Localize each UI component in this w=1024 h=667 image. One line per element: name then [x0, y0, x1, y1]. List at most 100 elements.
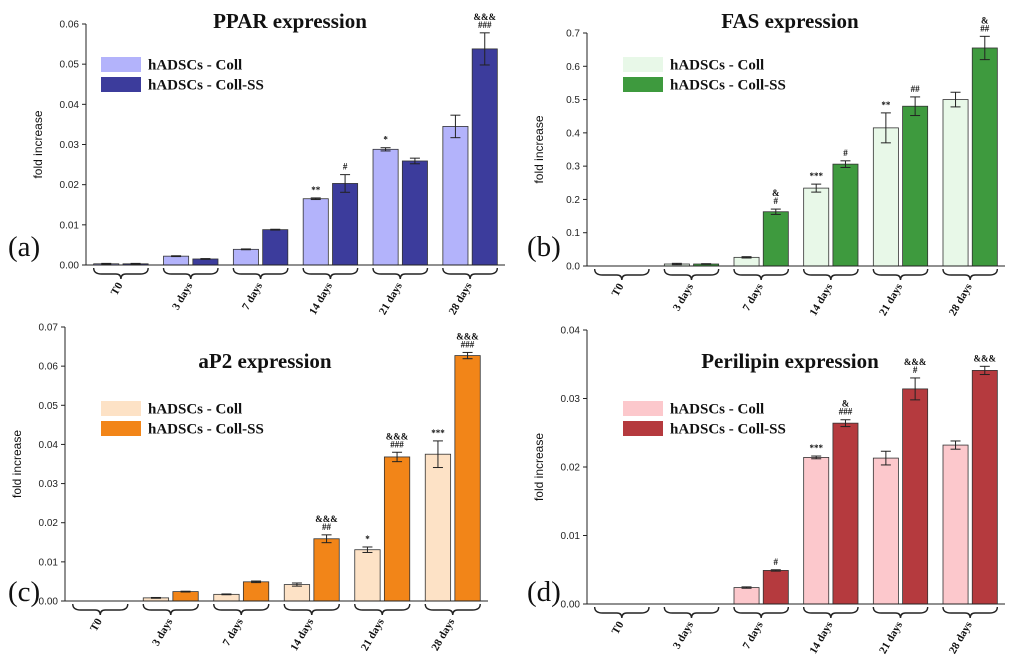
y-tick-label: 0.04 [60, 100, 80, 111]
y-tick-label: 0.7 [566, 29, 580, 40]
chart-title: Perilipin expression [701, 349, 879, 373]
y-tick-label: 0.06 [60, 20, 80, 31]
y-tick-label: 0.02 [60, 180, 80, 191]
panel-label: (b) [527, 231, 561, 263]
legend-label: hADSCs - Coll-SS [670, 422, 786, 438]
significance-label: &&& [974, 353, 997, 363]
x-tick-label: 7 days [741, 281, 767, 313]
x-tick-label: 14 days [307, 280, 335, 317]
panel-label: (c) [8, 576, 40, 608]
bar [971, 370, 998, 605]
bar [733, 256, 760, 267]
significance-label: ## [980, 23, 990, 33]
category-bracket [802, 268, 859, 281]
category-bracket [872, 606, 929, 619]
category-bracket [354, 603, 411, 616]
y-axis-label: fold increase [10, 430, 24, 498]
category-bracket [872, 268, 929, 281]
significance-label: &&& [315, 514, 338, 524]
x-tick-label: 21 days [359, 616, 387, 653]
category-bracket [942, 606, 999, 619]
bar [442, 126, 469, 266]
legend-swatch [101, 77, 141, 92]
x-tick-label: T0 [610, 619, 627, 637]
legend-swatch [623, 57, 663, 72]
category-bracket [733, 606, 790, 619]
bar [803, 187, 830, 267]
chart-title: PPAR expression [213, 9, 367, 33]
x-tick-label: T0 [610, 281, 627, 299]
y-tick-label: 0.04 [561, 326, 581, 337]
x-tick-label: 14 days [807, 281, 835, 318]
category-bracket [232, 267, 289, 280]
bar [163, 255, 190, 266]
significance-label: &&& [456, 331, 479, 341]
y-tick-label: 0.0 [566, 262, 580, 273]
x-tick-label: T0 [88, 616, 105, 634]
x-tick-label: 7 days [221, 616, 247, 648]
chart-title: FAS expression [721, 9, 859, 33]
bar [942, 444, 969, 605]
significance-label: *** [809, 443, 823, 453]
y-axis-label: fold increase [532, 433, 546, 501]
category-bracket [372, 267, 429, 280]
panel-label: (a) [8, 231, 40, 263]
category-bracket [72, 603, 129, 616]
x-tick-label: 28 days [429, 616, 457, 653]
y-tick-label: 0.00 [561, 600, 581, 611]
y-tick-label: 0.4 [566, 128, 580, 139]
y-tick-label: 0.03 [39, 479, 59, 490]
significance-label: ### [390, 439, 404, 449]
y-tick-label: 0.07 [39, 323, 59, 334]
significance-label: # [843, 148, 848, 158]
bar [942, 99, 969, 267]
y-tick-label: 0.05 [60, 60, 80, 71]
significance-label: # [774, 557, 779, 567]
significance-label: * [365, 534, 370, 544]
bar [902, 105, 929, 267]
category-bracket [302, 267, 359, 280]
legend-swatch [623, 421, 663, 436]
significance-label: * [383, 135, 388, 145]
category-bracket [593, 268, 650, 281]
y-axis-label: fold increase [31, 110, 45, 178]
y-tick-label: 0.1 [566, 228, 580, 239]
bar [262, 229, 289, 266]
significance-label: ## [911, 84, 921, 94]
bar [762, 570, 789, 605]
bar [192, 258, 219, 266]
category-bracket [283, 603, 340, 616]
bar [372, 148, 399, 266]
category-bracket [663, 268, 720, 281]
bar [471, 48, 498, 266]
y-tick-label: 0.01 [561, 531, 581, 542]
x-tick-label: 7 days [741, 619, 767, 651]
y-tick-label: 0.03 [561, 394, 581, 405]
category-bracket [162, 267, 219, 280]
legend-label: hADSCs - Coll [670, 402, 764, 418]
bar [832, 422, 859, 605]
legend-label: hADSCs - Coll [670, 58, 764, 74]
bar [902, 388, 929, 605]
x-tick-label: 3 days [671, 281, 697, 313]
legend-swatch [623, 77, 663, 92]
significance-label: & [981, 15, 989, 25]
legend-label: hADSCs - Coll-SS [148, 78, 264, 94]
y-tick-label: 0.06 [39, 362, 59, 373]
x-tick-label: 14 days [807, 619, 835, 656]
legend-label: hADSCs - Coll-SS [148, 422, 264, 438]
x-tick-label: 3 days [671, 619, 697, 651]
significance-label: # [343, 162, 348, 172]
bar [172, 591, 199, 602]
bar [213, 593, 240, 602]
y-tick-label: 0.01 [39, 557, 59, 568]
bar [762, 211, 789, 267]
x-tick-label: 28 days [447, 280, 475, 317]
y-tick-label: 0.04 [39, 440, 59, 451]
significance-label: ** [881, 100, 891, 110]
legend-label: hADSCs - Coll-SS [670, 78, 786, 94]
y-axis-label: fold increase [532, 115, 546, 183]
bar [332, 183, 359, 266]
legend-swatch [101, 421, 141, 436]
x-tick-label: 28 days [947, 281, 975, 318]
